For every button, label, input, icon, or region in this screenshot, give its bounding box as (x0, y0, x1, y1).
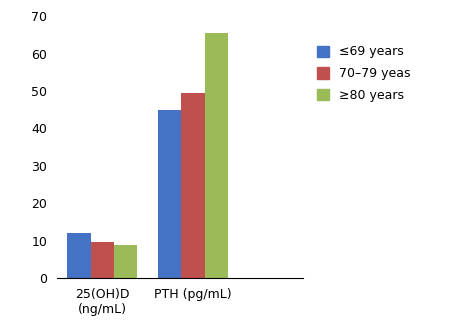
Legend: ≤69 years, 70–79 yeas, ≥80 years: ≤69 years, 70–79 yeas, ≥80 years (317, 45, 410, 102)
Bar (67, 233, 91, 278)
Bar (205, 33, 228, 278)
Bar (158, 110, 182, 278)
Bar (114, 245, 137, 278)
Bar (91, 242, 114, 278)
Bar (182, 93, 205, 278)
